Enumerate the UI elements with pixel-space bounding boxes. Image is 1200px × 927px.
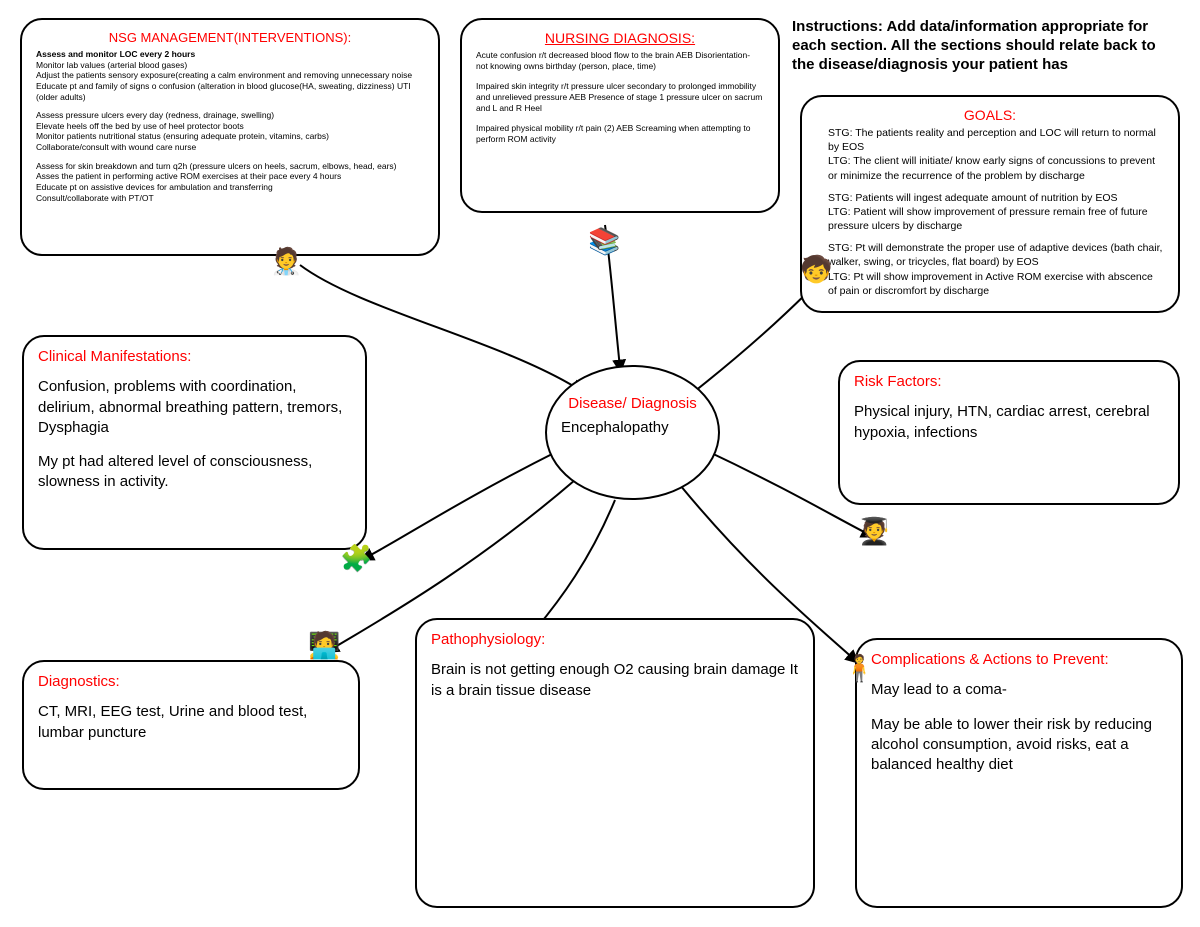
ndx-p1: Acute confusion r/t decreased blood flow…	[476, 50, 764, 71]
box-goals: GOALS: STG: The patients reality and per…	[800, 95, 1180, 313]
rf-title: Risk Factors:	[854, 372, 1164, 392]
rf-body: Physical injury, HTN, cardiac arrest, ce…	[854, 402, 1164, 443]
box-nsg-management: NSG MANAGEMENT(INTERVENTIONS): Assess an…	[20, 18, 440, 256]
nsg-g1-1: Monitor lab values (arterial blood gases…	[36, 60, 424, 71]
box-complications: Complications & Actions to Prevent: May …	[855, 638, 1183, 908]
center-title: Disease/ Diagnosis	[547, 395, 718, 412]
box-clinical-manifestations: Clinical Manifestations: Confusion, prob…	[22, 335, 367, 550]
box-pathophysiology: Pathophysiology: Brain is not getting en…	[415, 618, 815, 908]
nsg-g1-0: Assess and monitor LOC every 2 hours	[36, 49, 195, 59]
comp-p2: May be able to lower their risk by reduc…	[871, 715, 1167, 776]
nsg-group2: Assess pressure ulcers every day (rednes…	[36, 110, 424, 153]
nsg-g2-3: Collaborate/consult with wound care nurs…	[36, 142, 424, 153]
dx-icon: 📚	[588, 228, 620, 254]
goals-icon: 🧒	[800, 256, 832, 282]
cm-title: Clinical Manifestations:	[38, 347, 351, 367]
concept-map-canvas: Instructions: Add data/information appro…	[0, 0, 1200, 927]
nursing-dx-title: NURSING DIAGNOSIS:	[476, 30, 764, 46]
nsg-g3-3: Consult/collaborate with PT/OT	[36, 193, 424, 204]
patho-body: Brain is not getting enough O2 causing b…	[431, 660, 799, 701]
instructions-text: Instructions: Add data/information appro…	[792, 18, 1182, 74]
nsg-title: NSG MANAGEMENT(INTERVENTIONS):	[36, 30, 424, 45]
goals-g3-ltg: LTG: Pt will show improvement in Active …	[828, 270, 1164, 298]
goals-g3-stg: STG: Pt will demonstrate the proper use …	[828, 241, 1164, 269]
ndx-p2: Impaired skin integrity r/t pressure ulc…	[476, 81, 764, 113]
nsg-group1: Assess and monitor LOC every 2 hours Mon…	[36, 49, 424, 102]
nsg-g3-1: Asses the patient in performing active R…	[36, 171, 424, 182]
goals-g1-stg: STG: The patients reality and perception…	[828, 126, 1164, 154]
goals-title: GOALS:	[816, 107, 1164, 123]
center-value: Encephalopathy	[547, 418, 718, 438]
nsg-g1-2: Adjust the patients sensory exposure(cre…	[36, 70, 424, 81]
nsg-g1-3: Educate pt and family of signs o confusi…	[36, 81, 424, 102]
comp-p1: May lead to a coma-	[871, 680, 1167, 700]
box-risk-factors: Risk Factors: Physical injury, HTN, card…	[838, 360, 1180, 505]
goals-g2-stg: STG: Patients will ingest adequate amoun…	[828, 191, 1164, 205]
cm-p2: My pt had altered level of consciousness…	[38, 452, 351, 493]
diag-icon: 🧑‍💻	[308, 632, 340, 658]
center-node: Disease/ Diagnosis Encephalopathy	[545, 365, 720, 500]
box-diagnostics: Diagnostics: CT, MRI, EEG test, Urine an…	[22, 660, 360, 790]
nsg-g2-1: Elevate heels off the bed by use of heel…	[36, 121, 424, 132]
nsg-icon: 🧑‍⚕️	[270, 248, 302, 274]
cm-p1: Confusion, problems with coordination, d…	[38, 377, 351, 438]
patho-title: Pathophysiology:	[431, 630, 799, 650]
box-nursing-diagnosis: NURSING DIAGNOSIS: Acute confusion r/t d…	[460, 18, 780, 213]
nsg-g3-2: Educate pt on assistive devices for ambu…	[36, 182, 424, 193]
rf-icon: 🧑‍🎓	[858, 518, 890, 544]
nsg-g3-0: Assess for skin breakdown and turn q2h (…	[36, 161, 424, 172]
nsg-g2-0: Assess pressure ulcers every day (rednes…	[36, 110, 424, 121]
nsg-group3: Assess for skin breakdown and turn q2h (…	[36, 161, 424, 204]
diag-title: Diagnostics:	[38, 672, 344, 692]
cm-icon: 🧩	[340, 545, 372, 571]
comp-icon: 🧍	[843, 655, 875, 681]
goals-g2-ltg: LTG: Patient will show improvement of pr…	[828, 205, 1164, 233]
nsg-g2-2: Monitor patients nutritional status (ens…	[36, 131, 424, 142]
goals-g1-ltg: LTG: The client will initiate/ know earl…	[828, 154, 1164, 182]
ndx-p3: Impaired physical mobility r/t pain (2) …	[476, 123, 764, 144]
diag-body: CT, MRI, EEG test, Urine and blood test,…	[38, 702, 344, 743]
comp-title: Complications & Actions to Prevent:	[871, 650, 1167, 670]
